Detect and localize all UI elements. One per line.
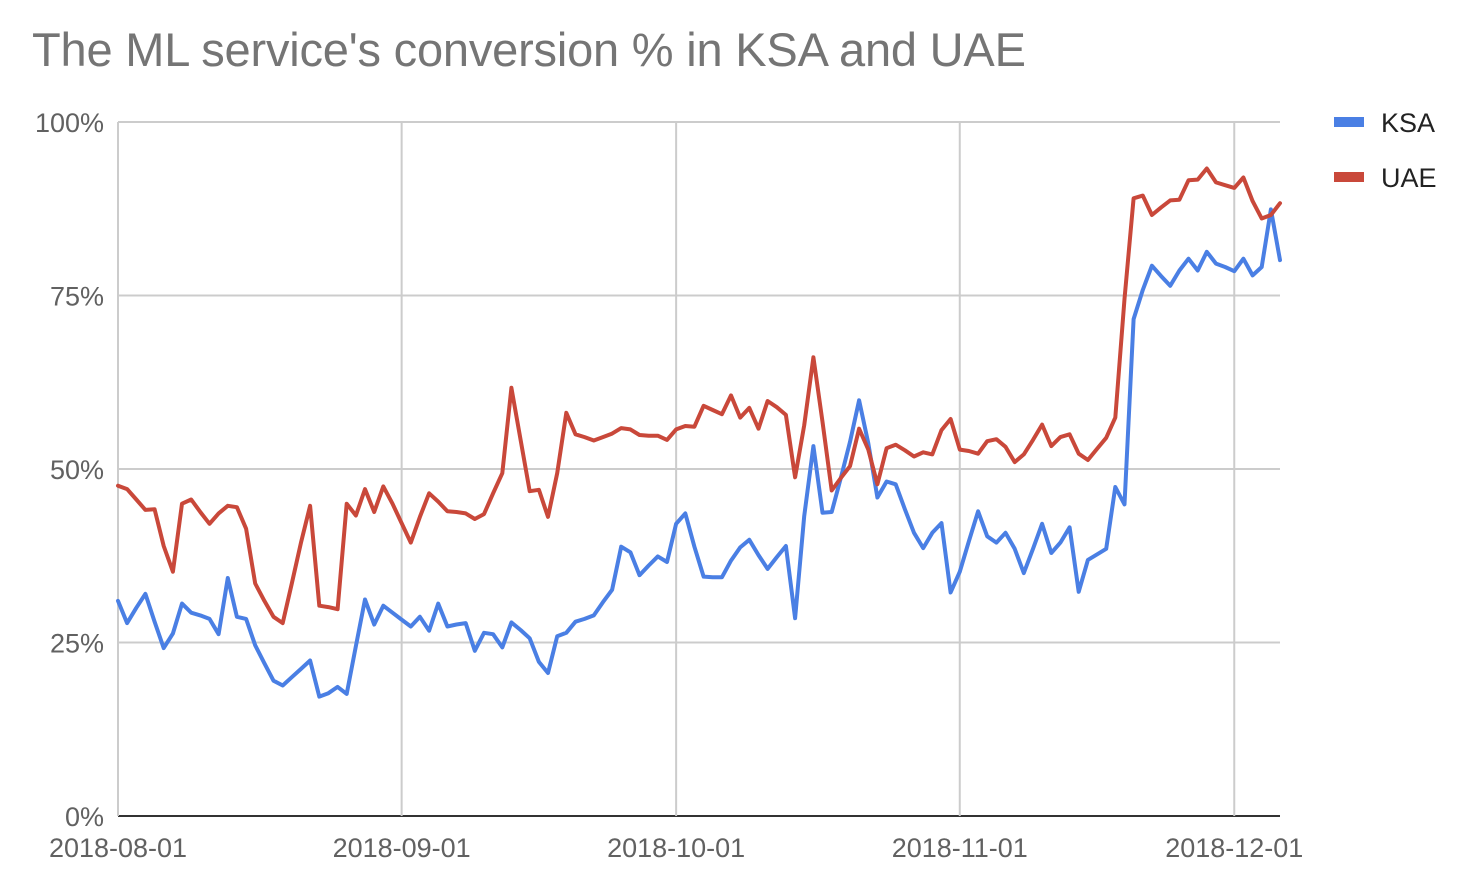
x-tick-label: 2018-11-01: [892, 833, 1028, 863]
y-tick-label: 100%: [35, 108, 104, 138]
series-lines: [116, 166, 1282, 699]
chart-title: The ML service's conversion % in KSA and…: [32, 23, 1026, 76]
legend-swatch-ksa: [1334, 117, 1364, 127]
legend-label-uae: UAE: [1381, 163, 1437, 193]
y-axis-ticks: 0% 25% 50% 75% 100%: [35, 108, 104, 832]
x-tick-label: 2018-10-01: [607, 833, 745, 863]
gridlines: [117, 121, 1280, 817]
x-axis-ticks: 2018-08-01 2018-09-01 2018-10-01 2018-11-01…: [49, 833, 1303, 863]
series-line-ksa: [116, 207, 1282, 699]
series-line-uae: [116, 166, 1282, 626]
y-tick-label: 75%: [50, 282, 104, 312]
y-tick-label: 50%: [50, 455, 104, 485]
x-tick-label: 2018-08-01: [49, 833, 187, 863]
y-tick-label: 0%: [65, 802, 104, 832]
y-tick-label: 25%: [50, 629, 104, 659]
x-tick-label: 2018-09-01: [333, 833, 471, 863]
x-tick-label: 2018-12-01: [1165, 833, 1303, 863]
legend-label-ksa: KSA: [1381, 108, 1435, 138]
legend: KSA UAE: [1334, 108, 1437, 193]
legend-swatch-uae: [1334, 172, 1364, 182]
